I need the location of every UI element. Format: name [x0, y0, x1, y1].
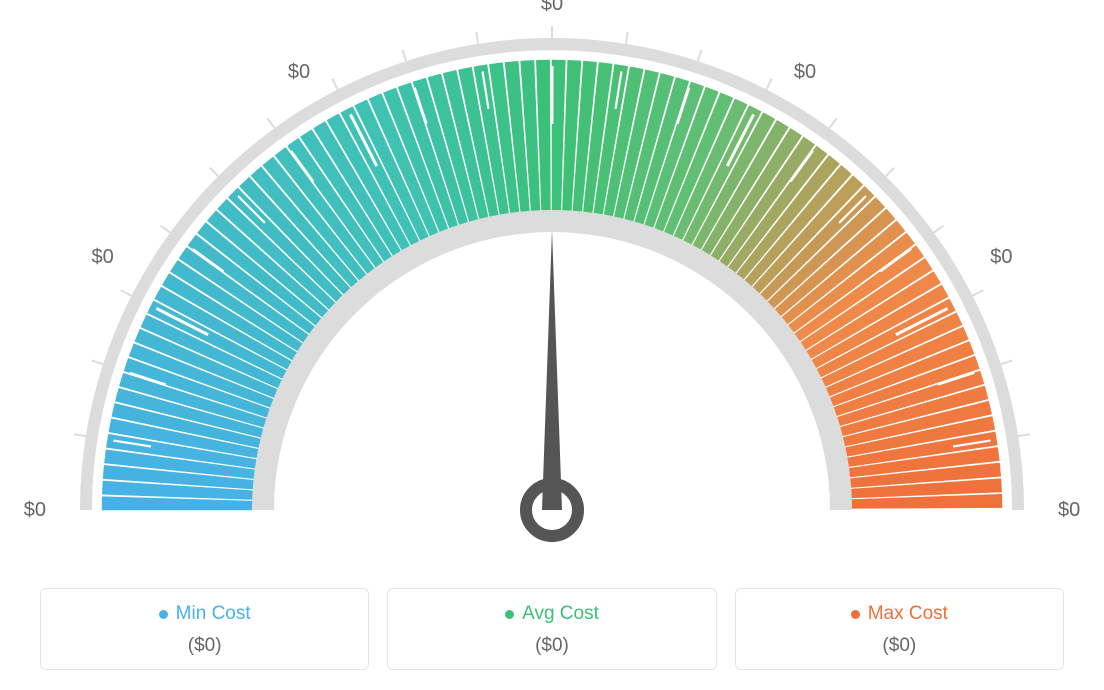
- legend-title-text: Avg Cost: [522, 603, 599, 625]
- legend-title-min: Min Cost: [159, 603, 251, 625]
- gauge-tick-label: $0: [541, 0, 563, 15]
- legend-card-min: Min Cost ($0): [40, 588, 369, 670]
- legend-title-text: Min Cost: [176, 603, 251, 625]
- legend-card-avg: Avg Cost ($0): [387, 588, 716, 670]
- legend-value-min: ($0): [51, 635, 358, 657]
- legend-card-max: Max Cost ($0): [735, 588, 1064, 670]
- legend-value-max: ($0): [746, 635, 1053, 657]
- gauge-svg: $0 $0 $0 $0 $0 $0 $0: [0, 0, 1104, 560]
- gauge-cost-widget: $0 $0 $0 $0 $0 $0 $0 Min Cost ($0) Avg Cost ($…: [0, 0, 1104, 690]
- gauge-tick-label: $0: [24, 499, 46, 521]
- gauge-tick-label: $0: [990, 246, 1012, 268]
- gauge-tick-label: $0: [288, 61, 310, 83]
- dot-icon: [851, 610, 860, 619]
- dot-icon: [159, 610, 168, 619]
- legend-title-max: Max Cost: [851, 603, 948, 625]
- gauge-tick-label: $0: [1058, 499, 1080, 521]
- gauge-tick-label: $0: [92, 246, 114, 268]
- gauge-tick-label: $0: [794, 61, 816, 83]
- gauge-chart: $0 $0 $0 $0 $0 $0 $0: [0, 0, 1104, 560]
- dot-icon: [505, 610, 514, 619]
- legend-row: Min Cost ($0) Avg Cost ($0) Max Cost ($0…: [40, 588, 1064, 670]
- legend-value-avg: ($0): [398, 635, 705, 657]
- legend-title-avg: Avg Cost: [505, 603, 599, 625]
- legend-title-text: Max Cost: [868, 603, 948, 625]
